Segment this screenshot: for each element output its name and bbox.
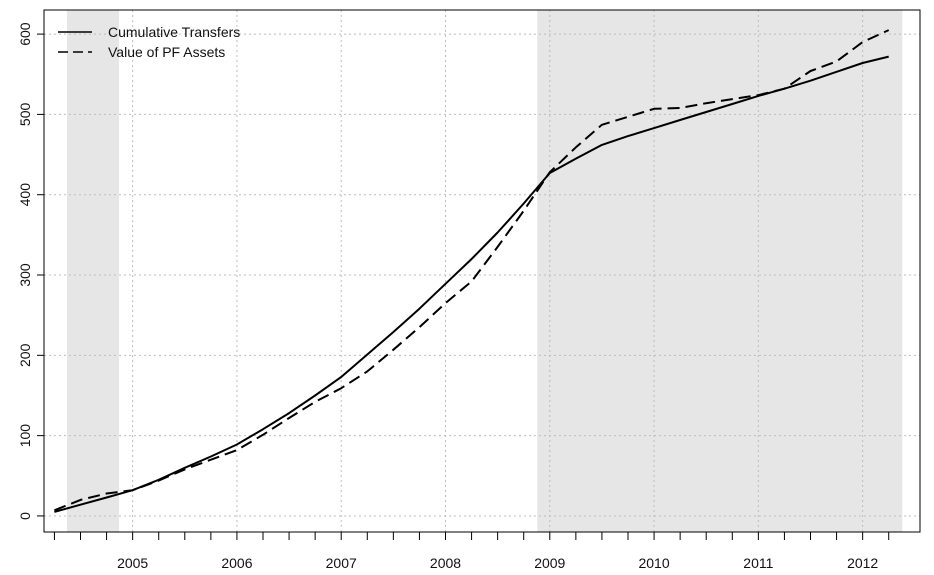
shaded-region xyxy=(66,10,120,532)
plot-frame xyxy=(43,9,921,533)
series-line-1 xyxy=(54,29,890,512)
x-tick-label: 2012 xyxy=(847,555,878,571)
y-tick-label: 500 xyxy=(17,103,33,127)
legend: Cumulative Transfers Value of PF Assets xyxy=(58,24,240,60)
y-tick-label: 600 xyxy=(17,22,33,46)
y-tick-label: 400 xyxy=(17,183,33,207)
series-line-0 xyxy=(54,55,889,513)
x-tick-label: 2005 xyxy=(117,555,148,571)
shaded-regions xyxy=(66,10,903,532)
y-axis: 0 100 200 300 400 500 600 xyxy=(17,22,44,520)
grid xyxy=(44,10,920,532)
shaded-region xyxy=(537,10,903,532)
legend-label: Cumulative Transfers xyxy=(108,24,240,40)
y-tick-label: 300 xyxy=(17,263,33,287)
x-tick-label: 2008 xyxy=(430,555,461,571)
x-tick-label: 2006 xyxy=(221,555,252,571)
y-tick-label: 100 xyxy=(17,424,33,448)
x-tick-label: 2009 xyxy=(534,555,565,571)
y-tick-label: 200 xyxy=(17,343,33,367)
x-tick-label: 2007 xyxy=(326,555,357,571)
series-lines xyxy=(54,29,890,513)
legend-label: Value of PF Assets xyxy=(108,44,225,60)
x-tick-label: 2011 xyxy=(743,555,773,571)
x-tick-label: 2010 xyxy=(638,555,669,571)
y-tick-label: 0 xyxy=(17,512,33,520)
x-axis: 2005 2006 2007 2008 2009 2010 2011 2012 xyxy=(53,532,890,571)
